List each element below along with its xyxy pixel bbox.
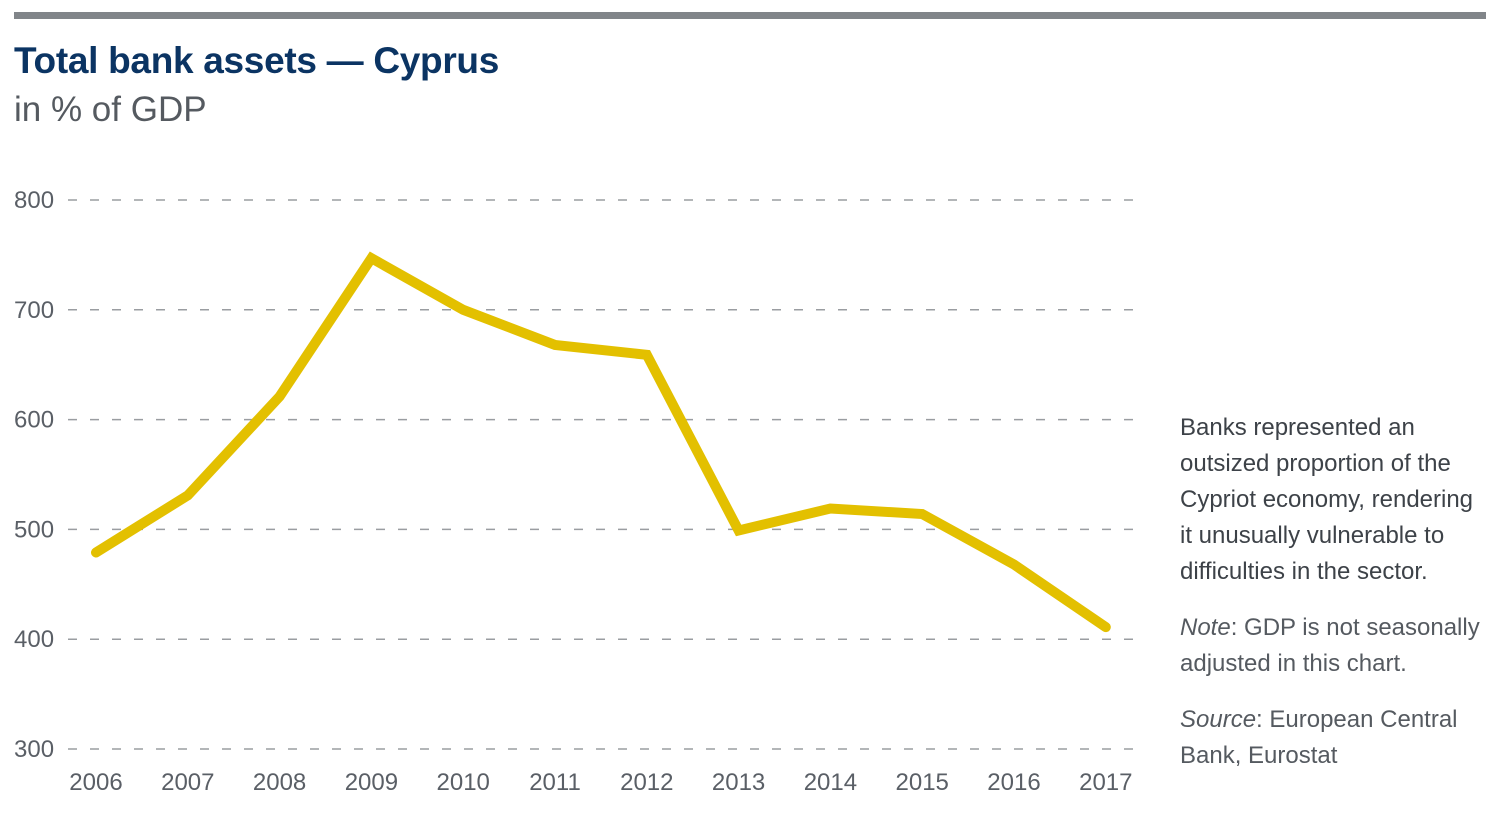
annotation-panel: Banks represented an outsized proportion…	[1180, 410, 1490, 774]
x-tick-label-2016: 2016	[987, 769, 1040, 796]
top-rule	[14, 12, 1486, 19]
data-point-2011	[553, 343, 557, 347]
y-tick-label-400: 400	[14, 626, 54, 653]
data-point-2010	[461, 308, 465, 312]
x-tick-label-2009: 2009	[345, 769, 398, 796]
data-point-2013	[737, 528, 741, 532]
source-body: : European Central Bank, Eurostat	[1180, 706, 1458, 769]
data-point-2017	[1104, 625, 1108, 629]
x-tick-label-2014: 2014	[804, 769, 857, 796]
x-tick-label-2015: 2015	[896, 769, 949, 796]
chart-title: Total bank assets — Cyprus	[14, 40, 499, 81]
y-tick-label-300: 300	[14, 736, 54, 763]
data-point-2014	[828, 507, 832, 511]
x-tick-label-2007: 2007	[161, 769, 214, 796]
x-tick-label-2012: 2012	[620, 769, 673, 796]
data-point-2007	[186, 493, 190, 497]
source-label: Source	[1180, 706, 1257, 733]
x-tick-label-2006: 2006	[69, 769, 122, 796]
x-tick-label-2011: 2011	[529, 769, 581, 796]
data-point-2006	[94, 550, 98, 554]
source-text: Source: European Central Bank, Eurostat	[1180, 702, 1490, 774]
data-point-2012	[645, 353, 649, 357]
note-label: Note	[1180, 614, 1231, 641]
y-tick-label-700: 700	[14, 297, 54, 324]
series-line-0	[91, 251, 1111, 633]
annotation-text: Banks represented an outsized proportion…	[1180, 414, 1474, 585]
x-tick-label-2010: 2010	[437, 769, 490, 796]
x-tick-label-2008: 2008	[253, 769, 306, 796]
y-tick-label-800: 800	[14, 187, 54, 214]
data-point-2016	[1012, 563, 1016, 567]
x-tick-label-2017: 2017	[1079, 769, 1132, 796]
note-text: Note: GDP is not seasonally adjusted in …	[1180, 610, 1490, 682]
data-point-2008	[278, 395, 282, 399]
note-body: : GDP is not seasonally adjusted in this…	[1180, 614, 1480, 677]
x-tick-label-2013: 2013	[712, 769, 765, 796]
data-point-2015	[920, 512, 924, 516]
data-point-2009	[369, 256, 373, 260]
y-tick-label-600: 600	[14, 407, 54, 434]
y-tick-label-500: 500	[14, 516, 54, 543]
chart-subtitle: in % of GDP	[14, 90, 207, 129]
